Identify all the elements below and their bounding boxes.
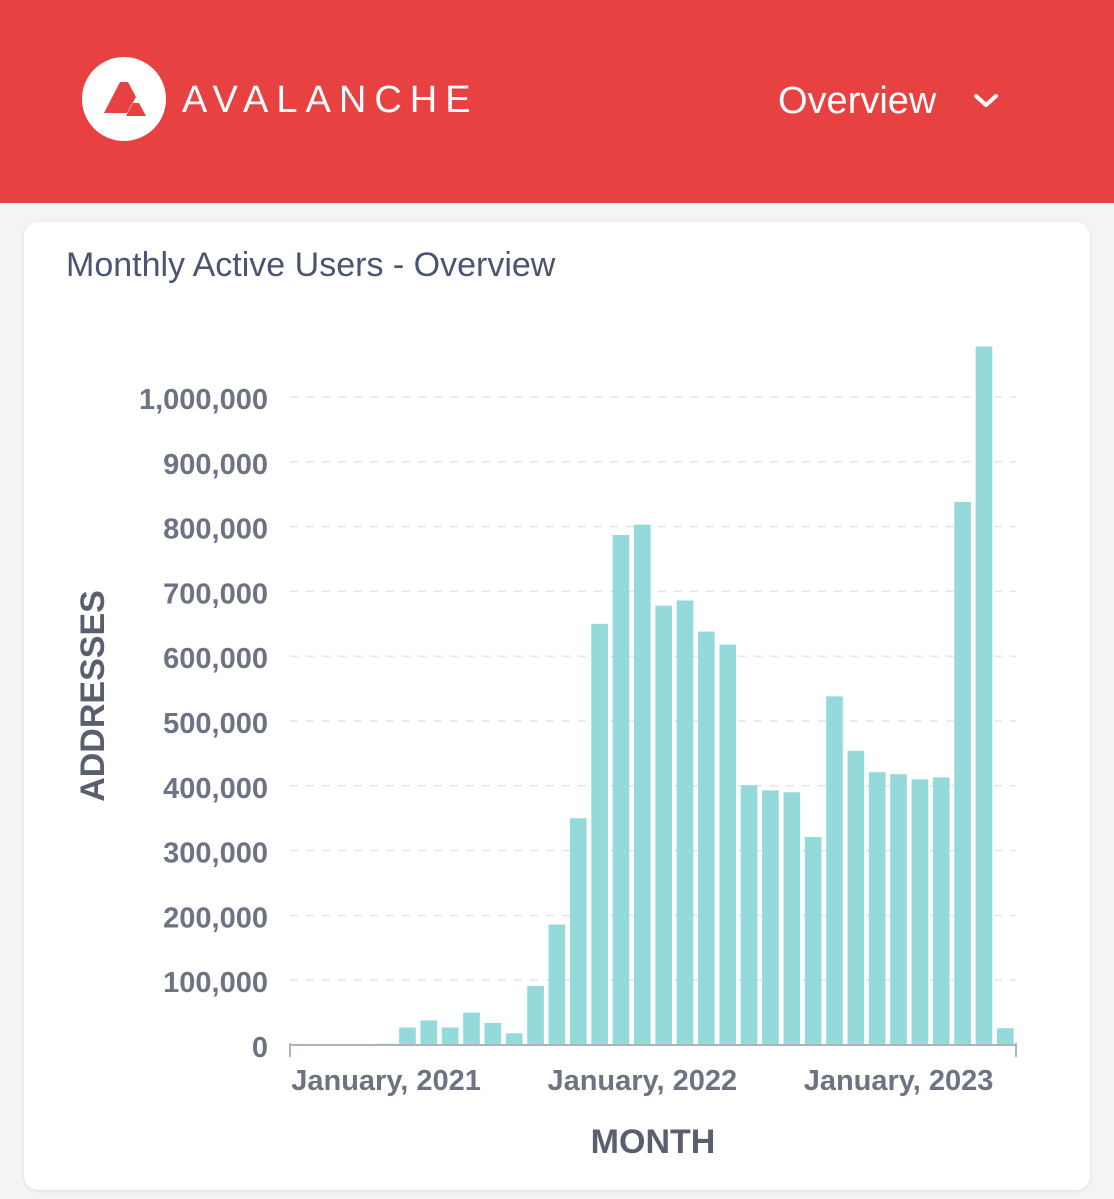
bar-chart: 0 100,000 200,000 300,000 400,000 500,000 600,…: [74, 346, 1017, 1161]
y-tick-label: 300,000: [163, 838, 268, 870]
bar[interactable]: [591, 623, 608, 1045]
bar[interactable]: [826, 696, 843, 1045]
x-tick-label: January, 2022: [547, 1065, 737, 1097]
x-tick-label: January, 2023: [804, 1065, 994, 1097]
bar[interactable]: [762, 790, 779, 1045]
y-axis-title: ADDRESSES: [74, 590, 112, 802]
y-tick-label: 900,000: [163, 449, 268, 481]
bar[interactable]: [740, 785, 758, 1045]
bar[interactable]: [698, 631, 715, 1045]
y-tick-label: 0: [252, 1032, 268, 1064]
chevron-down-icon: [974, 94, 999, 107]
y-tick-label: 1,000,000: [139, 384, 268, 416]
y-tick-label: 200,000: [163, 902, 268, 934]
bar[interactable]: [804, 836, 822, 1045]
chart-title: Monthly Active Users - Overview: [66, 246, 556, 284]
bar[interactable]: [868, 772, 886, 1045]
overview-select-label: Overview: [778, 80, 937, 122]
bar[interactable]: [783, 792, 801, 1045]
x-tick-labels: January, 2021 January, 2022 January, 2023: [291, 1065, 993, 1097]
bar[interactable]: [996, 1028, 1014, 1045]
bar[interactable]: [633, 524, 651, 1045]
y-tick-labels: 0 100,000 200,000 300,000 400,000 500,000 600,…: [139, 384, 268, 1064]
grid-lines: [290, 396, 1016, 981]
bar[interactable]: [484, 1022, 502, 1045]
y-tick-label: 600,000: [163, 643, 268, 675]
bar[interactable]: [975, 346, 993, 1045]
bar[interactable]: [954, 501, 971, 1045]
avalanche-logo-glyph: [104, 82, 146, 116]
x-tick-label: January, 2021: [291, 1065, 481, 1097]
bar[interactable]: [420, 1020, 438, 1045]
y-tick-label: 700,000: [163, 578, 268, 610]
y-tick-label: 500,000: [163, 708, 268, 740]
top-navbar: AVALANCHE Overview: [0, 0, 1114, 203]
bar[interactable]: [463, 1012, 480, 1045]
bar[interactable]: [676, 600, 694, 1045]
bar[interactable]: [655, 605, 673, 1045]
avalanche-logo-icon[interactable]: [82, 57, 166, 141]
bar[interactable]: [612, 535, 630, 1045]
chart-card: 0 100,000 200,000 300,000 400,000 500,000 600,…: [24, 222, 1090, 1190]
y-tick-label: 100,000: [163, 967, 268, 999]
y-tick-label: 800,000: [163, 514, 268, 546]
bar[interactable]: [399, 1027, 416, 1045]
bars: [292, 346, 1014, 1046]
y-tick-label: 400,000: [163, 773, 268, 805]
bar[interactable]: [527, 986, 544, 1045]
bar[interactable]: [911, 779, 929, 1045]
bar[interactable]: [932, 777, 950, 1045]
x-axis-title: MONTH: [591, 1123, 716, 1161]
overview-select[interactable]: Overview: [778, 76, 1000, 126]
bar[interactable]: [719, 644, 737, 1045]
bar[interactable]: [548, 924, 566, 1045]
bar[interactable]: [441, 1027, 459, 1045]
bar[interactable]: [505, 1033, 523, 1045]
brand-name[interactable]: AVALANCHE: [182, 79, 479, 121]
bar[interactable]: [847, 750, 865, 1045]
x-axis: [289, 1043, 1017, 1057]
bar[interactable]: [569, 818, 587, 1045]
bar[interactable]: [890, 774, 907, 1045]
